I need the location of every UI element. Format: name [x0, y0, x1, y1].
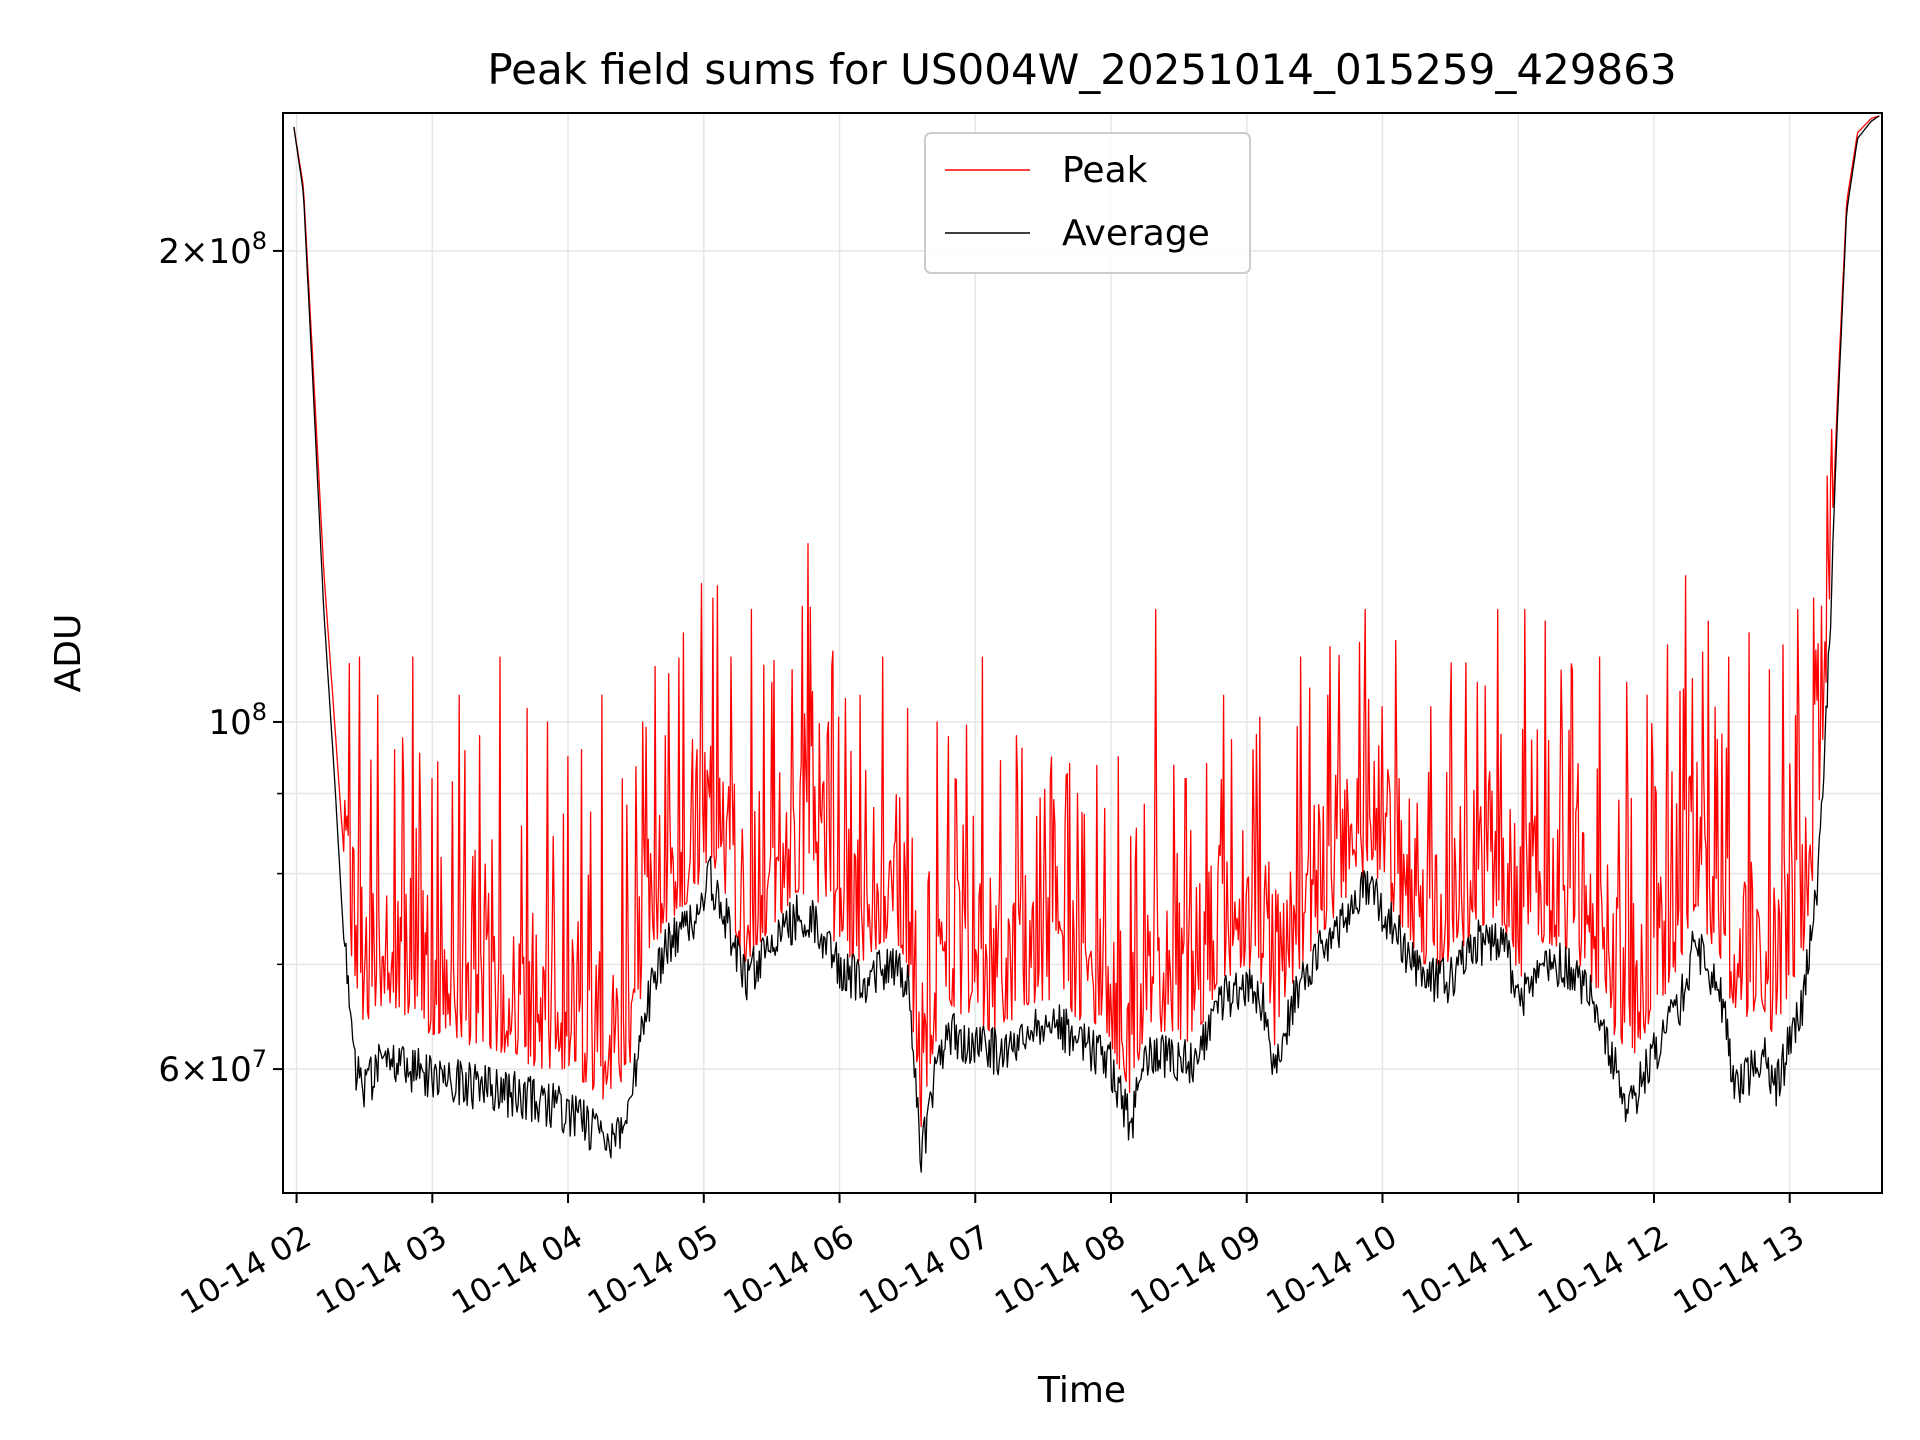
- series-layer: [293, 115, 1880, 1173]
- y-axis: 6×107 108 2×108: [158, 227, 283, 1090]
- y-tick-label: 108: [208, 698, 267, 743]
- series-line-peak: [293, 115, 1880, 1128]
- plot-frame: [282, 112, 1883, 1194]
- y-axis-label: ADU: [48, 614, 89, 693]
- y-tick-label: 2×108: [158, 227, 267, 272]
- series-line-average: [293, 115, 1880, 1173]
- legend-box: [924, 132, 1251, 274]
- legend-label-average: Average: [1062, 213, 1210, 254]
- y-tick-label: 6×107: [158, 1045, 267, 1090]
- x-axis-label: Time: [1037, 1370, 1126, 1411]
- chart-title: Peak field sums for US004W_20251014_0152…: [487, 45, 1676, 94]
- legend-label-peak: Peak: [1062, 150, 1148, 191]
- legend: Peak Average: [924, 132, 1251, 274]
